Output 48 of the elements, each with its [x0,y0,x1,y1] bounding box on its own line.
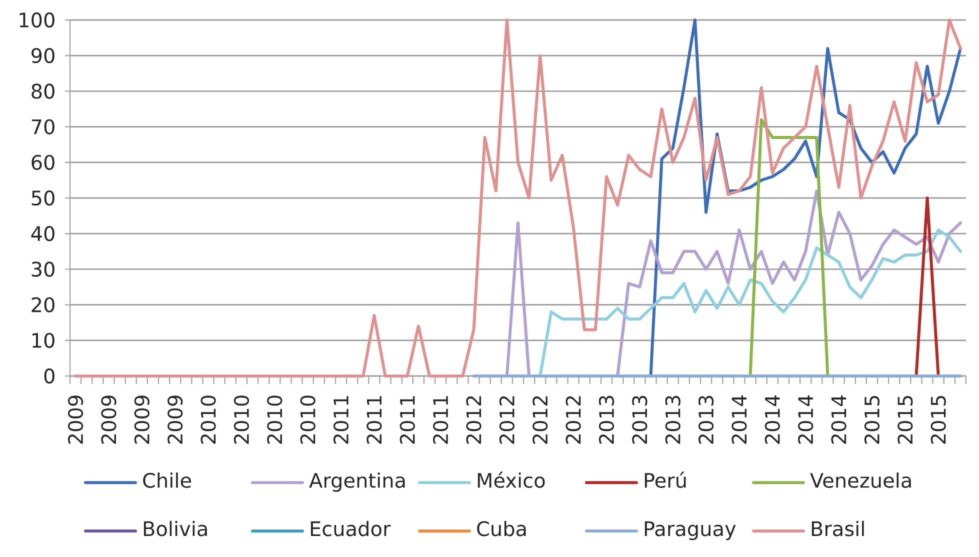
x-tick-label: 2013 [632,396,648,444]
legend-label: Bolivia [144,520,207,536]
x-tick-label: 2014 [732,395,747,444]
x-tick-label: 2012 [499,396,515,444]
x-tick-label: 2010 [234,396,250,444]
x-tick-label: 2014 [798,395,814,444]
y-tick-label: 90 [32,48,54,64]
x-tick-label: 2012 [532,396,548,444]
x-tick-label: 2015 [898,396,913,444]
legend-label: Cuba [477,520,526,536]
x-tick-label: 2012 [466,396,482,444]
x-tick-label: 2014 [764,395,780,444]
legend-label: Venezuela [810,472,911,488]
x-tick-label: 2010 [300,396,316,444]
legend-label: Chile [143,472,191,488]
y-tick-label: 100 [20,12,54,28]
y-tick-label: 20 [32,297,54,312]
x-tick-label: 2013 [665,396,680,444]
y-tick-label: 70 [32,119,54,134]
x-tick-label: 2011 [333,396,349,444]
legend-label: Argentina [309,472,405,492]
x-tick-label: 2010 [200,396,216,444]
y-tick-label: 40 [31,226,54,242]
x-tick-label: 2010 [267,396,282,444]
x-tick-label: 2013 [598,396,614,444]
y-tick-label: 60 [32,154,54,170]
y-tick-label: 30 [32,262,54,277]
legend-label: Paraguay [644,521,736,540]
x-tick-label: 2009 [168,396,183,444]
legend-label: Perú [644,472,686,488]
x-tick-label: 2013 [698,396,714,444]
x-tick-label: 2015 [864,396,880,444]
x-tick-label: 2012 [566,396,581,444]
x-tick-label: 2015 [930,396,946,444]
x-tick-label: 2011 [400,396,415,444]
y-tick-label: 10 [32,332,54,348]
legend-label: México [478,472,545,488]
x-tick-label: 2009 [68,396,84,444]
x-tick-label: 2009 [101,396,116,444]
y-tick-label: 80 [32,84,54,99]
legend-label: Ecuador [310,520,391,536]
x-tick-label: 2009 [134,396,150,444]
y-tick-label: 50 [32,190,54,206]
x-tick-label: 2011 [433,396,448,444]
legend-label: Brasil [812,520,864,536]
x-tick-label: 2011 [366,396,382,444]
y-tick-label: 0 [44,368,54,384]
x-tick-label: 2014 [831,395,846,444]
